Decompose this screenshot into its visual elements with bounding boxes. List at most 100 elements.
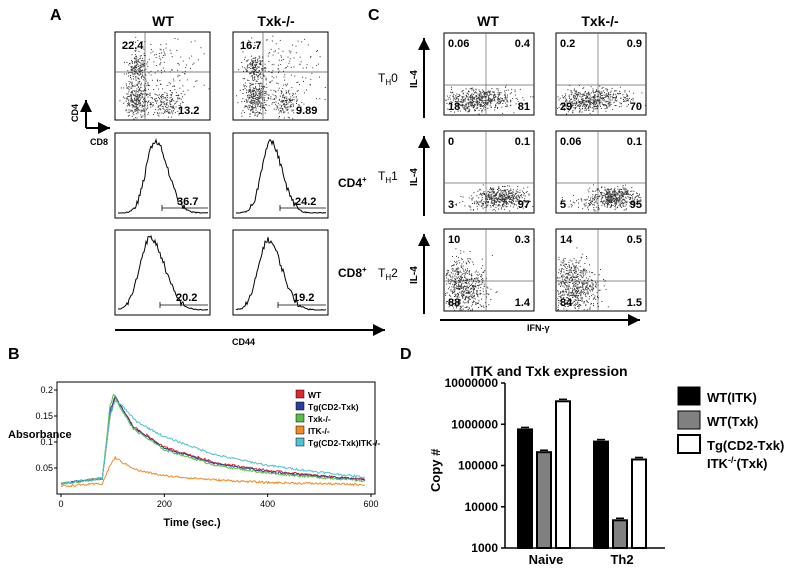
data-point — [133, 70, 135, 72]
data-point — [558, 272, 560, 274]
data-point — [618, 204, 620, 206]
data-point — [161, 52, 163, 54]
data-point — [595, 283, 597, 285]
data-point — [130, 66, 132, 68]
data-point — [291, 110, 293, 112]
data-point — [580, 294, 582, 296]
data-point — [178, 114, 180, 116]
data-point — [144, 69, 145, 71]
data-point — [581, 282, 583, 284]
data-point — [617, 92, 619, 94]
data-point — [486, 204, 488, 206]
data-point — [583, 103, 585, 105]
data-point — [146, 85, 148, 87]
data-point — [491, 98, 493, 100]
data-point — [146, 100, 148, 102]
data-point — [603, 104, 605, 106]
data-point — [449, 275, 451, 277]
data-point — [128, 102, 130, 104]
data-point — [141, 95, 143, 97]
data-point — [579, 281, 580, 283]
y-tick-label: 0.15 — [35, 411, 53, 421]
data-point — [165, 106, 166, 108]
data-point — [133, 102, 135, 104]
data-point — [466, 103, 467, 105]
data-point — [252, 99, 254, 101]
data-point — [263, 90, 265, 92]
data-point — [468, 299, 470, 301]
quadrant-value: 14 — [560, 234, 573, 246]
data-point — [576, 295, 578, 297]
data-point — [470, 105, 472, 107]
data-point — [252, 67, 254, 69]
data-point — [141, 104, 143, 106]
data-point — [177, 63, 179, 65]
data-point — [558, 309, 560, 310]
data-point — [575, 91, 577, 93]
data-point — [461, 277, 463, 279]
data-point — [515, 94, 516, 96]
data-point — [251, 96, 253, 98]
data-point — [590, 197, 592, 199]
bar — [517, 428, 533, 549]
data-point — [514, 198, 516, 200]
data-point — [475, 99, 477, 100]
data-point — [600, 92, 602, 94]
data-point — [465, 292, 467, 294]
data-point — [135, 72, 137, 74]
data-point — [529, 200, 531, 202]
data-point — [250, 65, 252, 67]
data-point — [132, 67, 134, 69]
il4-axis-label: IL-4 — [409, 266, 420, 284]
data-point — [459, 262, 461, 264]
data-point — [511, 202, 512, 204]
data-point — [475, 108, 477, 110]
data-point — [619, 191, 621, 193]
data-point — [488, 201, 489, 203]
data-point — [160, 109, 162, 111]
data-point — [629, 198, 631, 200]
data-point — [259, 95, 261, 97]
data-point — [510, 198, 511, 200]
data-point — [138, 69, 140, 71]
data-point — [456, 274, 458, 276]
data-point — [602, 98, 604, 100]
data-point — [459, 279, 461, 281]
data-point — [479, 292, 481, 294]
data-point — [484, 92, 486, 93]
data-point — [577, 299, 579, 301]
data-point — [154, 98, 155, 100]
data-point — [484, 96, 486, 97]
data-point — [608, 100, 610, 102]
data-point — [574, 308, 576, 310]
data-point — [297, 81, 299, 83]
data-point — [181, 107, 183, 109]
data-point — [274, 103, 276, 105]
data-point — [175, 91, 177, 93]
data-point — [571, 105, 573, 107]
data-point — [290, 106, 292, 107]
data-point — [569, 294, 571, 296]
data-point — [465, 273, 466, 275]
data-point — [253, 57, 255, 59]
data-point — [562, 274, 564, 276]
data-point — [140, 102, 141, 104]
data-point — [472, 197, 474, 199]
data-point — [479, 92, 481, 94]
data-point — [252, 58, 254, 59]
data-point — [608, 201, 610, 203]
data-point — [463, 295, 465, 296]
data-point — [250, 75, 252, 77]
data-point — [165, 103, 167, 105]
data-point — [624, 97, 626, 99]
data-point — [589, 264, 590, 266]
data-point — [611, 191, 613, 193]
data-point — [292, 93, 294, 95]
data-point — [595, 98, 597, 100]
data-point — [135, 59, 137, 61]
data-point — [182, 71, 184, 73]
data-point — [255, 66, 257, 68]
data-point — [562, 292, 564, 294]
data-point — [594, 97, 596, 98]
